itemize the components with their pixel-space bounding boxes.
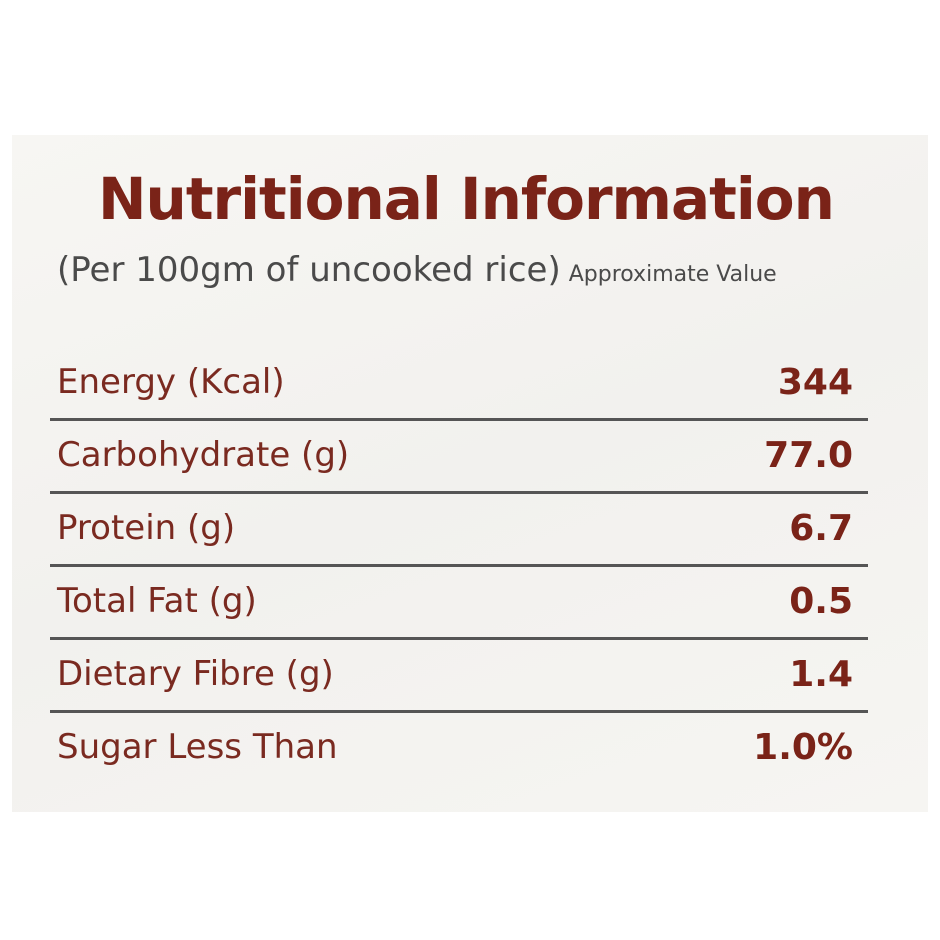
- table-row: Dietary Fibre (g) 1.4: [50, 640, 868, 713]
- nutrient-value: 344: [777, 362, 853, 403]
- nutrient-label: Energy (Kcal): [57, 362, 285, 402]
- subtitle: (Per 100gm of uncooked rice): [57, 250, 561, 290]
- nutrient-label: Carbohydrate (g): [57, 435, 350, 475]
- subtitle-line: (Per 100gm of uncooked rice) Approximate …: [57, 250, 777, 290]
- note: Approximate Value: [568, 262, 777, 287]
- nutrient-label: Protein (g): [57, 508, 236, 548]
- nutrient-value: 77.0: [764, 435, 853, 476]
- table-row: Carbohydrate (g) 77.0: [50, 421, 868, 494]
- panel: [12, 135, 928, 812]
- table-row: Total Fat (g) 0.5: [50, 567, 868, 640]
- nutrition-table: Energy (Kcal) 344 Carbohydrate (g) 77.0 Prot…: [50, 348, 868, 786]
- nutrient-label: Total Fat (g): [57, 581, 257, 621]
- table-row: Energy (Kcal) 344: [50, 348, 868, 421]
- table-row: Sugar Less Than 1.0%: [50, 713, 868, 786]
- nutrient-value: 6.7: [789, 508, 853, 549]
- nutrient-value: 1.0%: [753, 727, 853, 768]
- nutrient-value: 1.4: [789, 654, 853, 695]
- table-row: Protein (g) 6.7: [50, 494, 868, 567]
- nutrient-value: 0.5: [789, 581, 853, 622]
- title: Nutritional Information: [98, 165, 835, 233]
- nutrient-label: Sugar Less Than: [57, 727, 338, 767]
- nutrient-label: Dietary Fibre (g): [57, 654, 334, 694]
